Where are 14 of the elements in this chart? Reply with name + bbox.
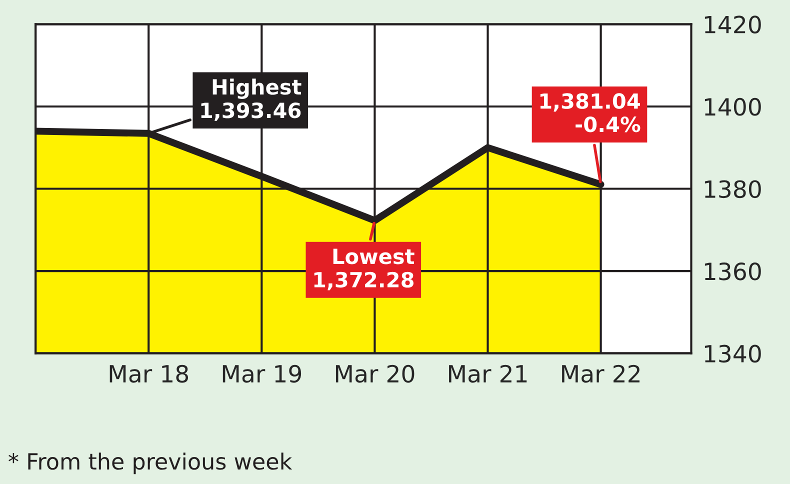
annotation: Lowest 1,372.28 bbox=[314, 248, 414, 290]
x-tick-label: Mar 22 bbox=[562, 364, 640, 383]
y-tick-label: 1420 bbox=[704, 16, 761, 34]
y-tick-label: 1400 bbox=[704, 98, 761, 116]
y-tick-label: 1360 bbox=[704, 262, 761, 280]
y-tick-label: 1340 bbox=[704, 344, 761, 363]
annotation: 1,381.04 -0.4% bbox=[540, 93, 640, 132]
x-tick-label: Mar 18 bbox=[110, 364, 188, 383]
annotation: Highest 1,393.46 bbox=[201, 78, 302, 121]
x-tick-label: Mar 20 bbox=[336, 364, 414, 383]
text: * From the previous week bbox=[8, 452, 292, 474]
x-tick-label: Mar 19 bbox=[222, 364, 302, 383]
x-tick-label: Mar 21 bbox=[449, 364, 527, 383]
y-tick-label: 1380 bbox=[704, 180, 761, 198]
